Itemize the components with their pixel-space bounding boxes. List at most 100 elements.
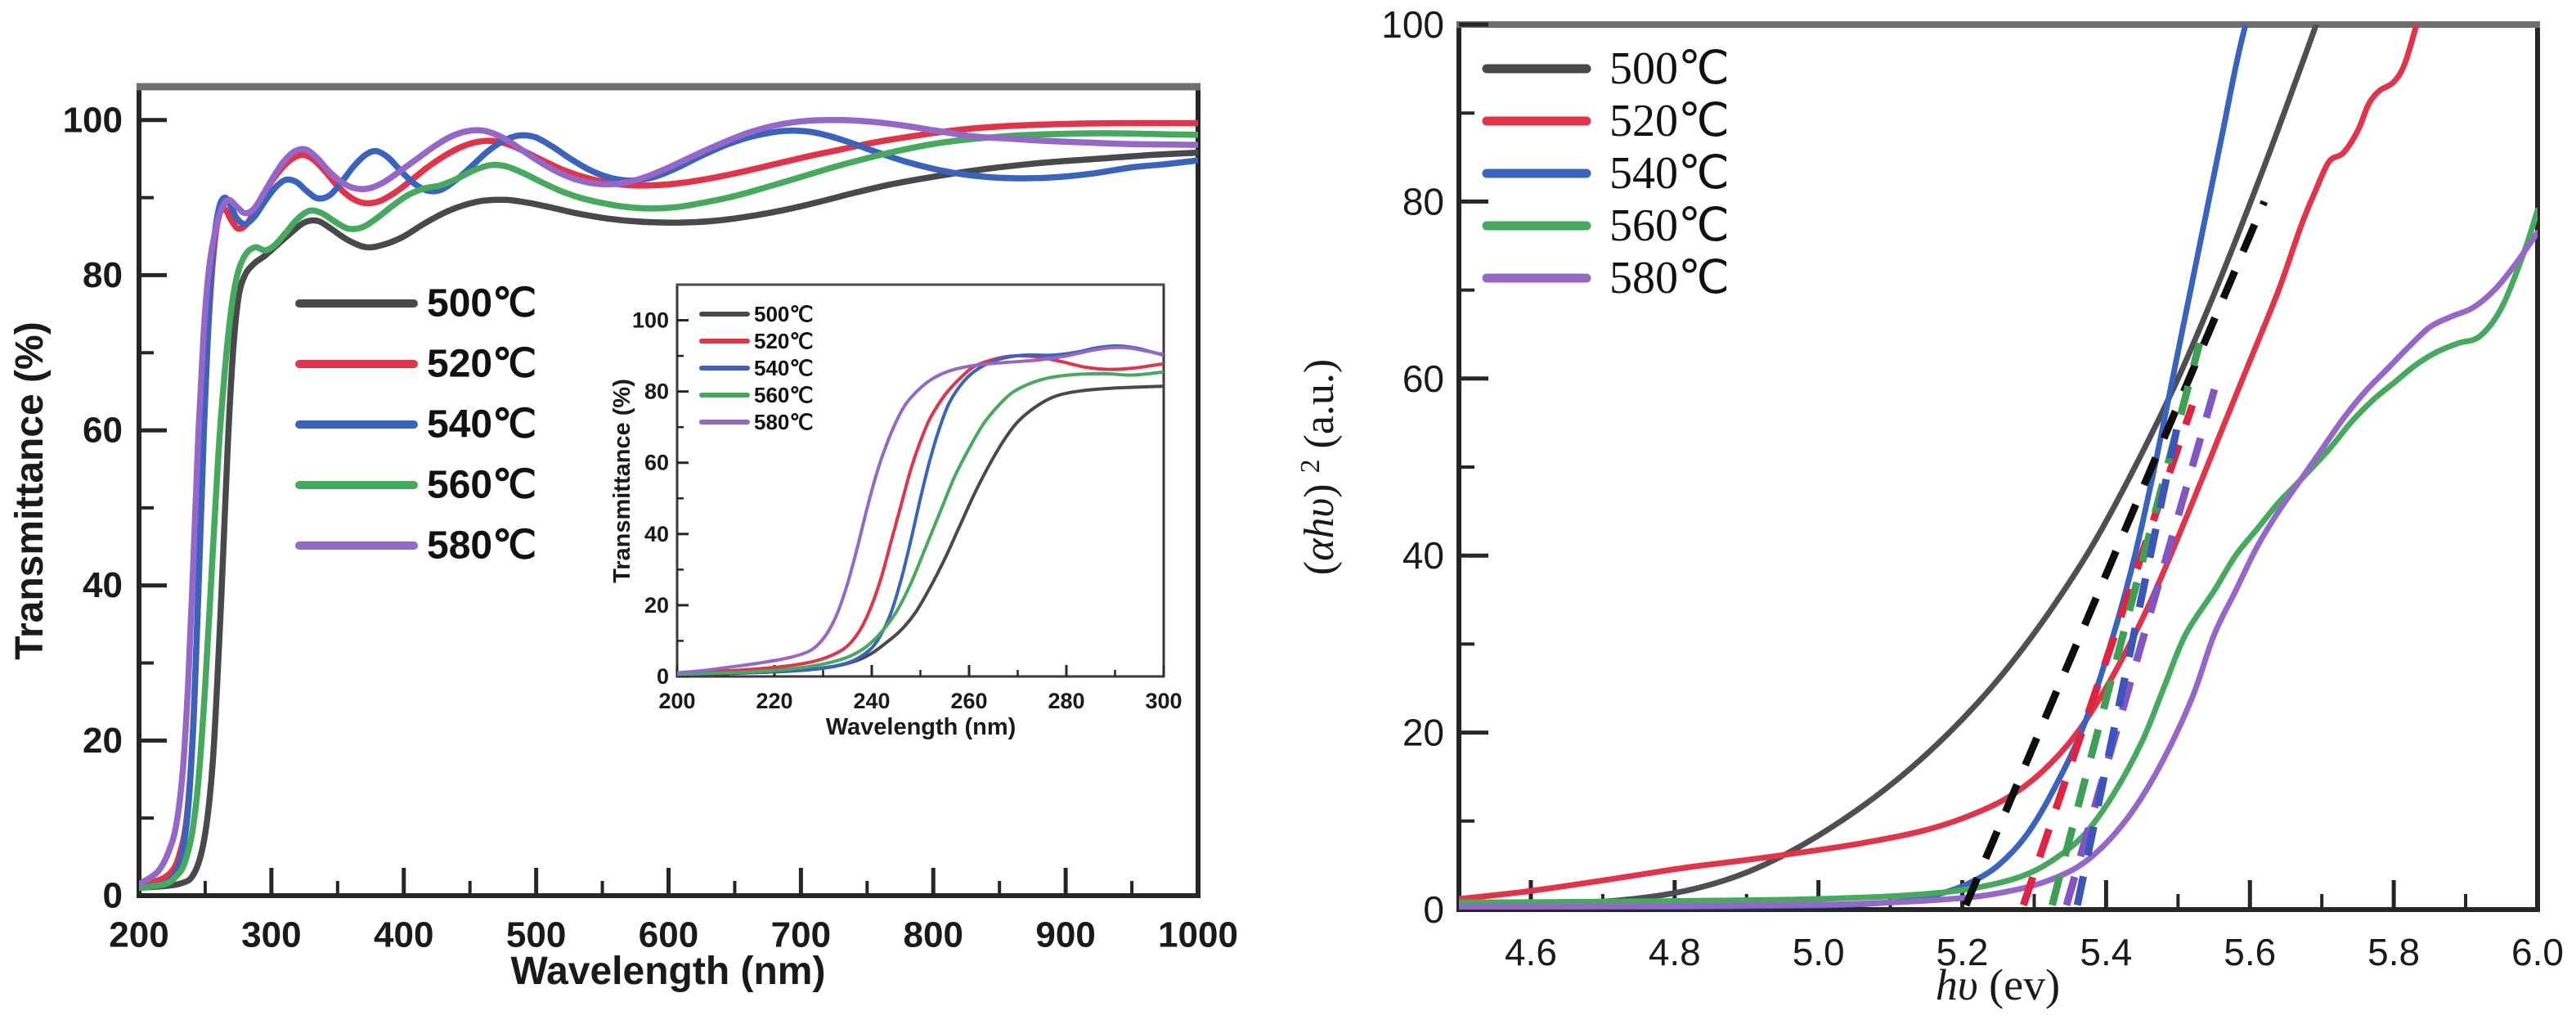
y-tick-label: 100 bbox=[63, 100, 123, 140]
curve-560C bbox=[677, 370, 1164, 676]
curve-580C bbox=[139, 116, 1198, 887]
curve-540C bbox=[1459, 25, 2249, 910]
y-tick-label: 60 bbox=[83, 411, 123, 451]
curve-500C bbox=[1459, 25, 2320, 910]
legend-item-580c: 580℃ bbox=[295, 524, 536, 568]
x-tick-label: 6.0 bbox=[2511, 931, 2564, 973]
y-tick-label: 40 bbox=[83, 565, 123, 605]
tangent-lines bbox=[1962, 200, 2268, 907]
legend-label: 540℃ bbox=[427, 403, 536, 447]
x-tick-label: 500 bbox=[506, 915, 566, 955]
legend-label: 560℃ bbox=[1609, 200, 1730, 251]
legend-item-560c: 560℃ bbox=[295, 464, 536, 507]
x-tick-label: 1000 bbox=[1158, 915, 1238, 955]
y-tick-label: 20 bbox=[83, 721, 123, 761]
y-tick-label: 40 bbox=[1402, 534, 1444, 577]
legend-label: 500℃ bbox=[754, 302, 814, 326]
legend-item-580c: 580℃ bbox=[699, 410, 814, 434]
legend-label: 500℃ bbox=[1609, 43, 1730, 94]
curve-560C bbox=[139, 130, 1198, 892]
y-tick-label: 40 bbox=[644, 522, 669, 546]
x-tick-label: 5.6 bbox=[2224, 931, 2276, 973]
tangent-540C bbox=[2073, 421, 2182, 906]
y-tick-label: 0 bbox=[103, 876, 123, 916]
legend-label: 580℃ bbox=[754, 410, 814, 434]
x-tick-label: 220 bbox=[756, 689, 792, 713]
tauc-plot-chart: 4.6 4.8 5.0 5.2 5.4 5.6 5.8 6.0 0 20 40 60 80 100 hυ (… bbox=[1295, 3, 2564, 1009]
x-tick-label: 5.2 bbox=[1936, 931, 1989, 973]
legend-label: 580℃ bbox=[1609, 253, 1730, 303]
x-tick-label: 600 bbox=[639, 915, 698, 955]
y-tick-label: 100 bbox=[1381, 3, 1444, 46]
curves bbox=[139, 116, 1198, 892]
x-tick-label: 700 bbox=[771, 915, 831, 955]
x-tick-label: 300 bbox=[1145, 689, 1182, 713]
transmittance-inset-chart: 200 220 240 260 280 300 0 20 40 60 80 100 Wavelength… bbox=[609, 275, 1190, 757]
y-axis-title: Transmittance (%) bbox=[609, 379, 635, 583]
curves bbox=[677, 344, 1164, 676]
legend-item-520c: 520℃ bbox=[1482, 96, 1730, 146]
curve-560C bbox=[1459, 207, 2538, 905]
legend-item-560c: 560℃ bbox=[1482, 200, 1730, 251]
x-tick-label: 200 bbox=[109, 915, 168, 955]
legend-item-560c: 560℃ bbox=[699, 383, 814, 407]
y-tick-label: 60 bbox=[644, 451, 669, 475]
y-tick-label: 20 bbox=[644, 593, 669, 618]
x-axis-title: Wavelength (nm) bbox=[826, 714, 1016, 740]
y-axis-title: Transmittance (%) bbox=[8, 321, 52, 659]
legend-item-500c: 500℃ bbox=[295, 282, 536, 326]
legend-label: 560℃ bbox=[427, 464, 536, 507]
y-tick-label: 20 bbox=[1402, 712, 1444, 754]
x-tick-label: 5.8 bbox=[2367, 931, 2420, 973]
curve-580C bbox=[677, 345, 1164, 675]
x-tick-label: 300 bbox=[241, 915, 301, 955]
legend-label: 520℃ bbox=[1609, 96, 1730, 146]
y-tick-label: 80 bbox=[644, 380, 669, 404]
x-tick-label: 4.8 bbox=[1649, 931, 1701, 973]
x-tick-label: 900 bbox=[1035, 915, 1095, 955]
tangent-500C bbox=[1962, 200, 2268, 907]
legend-item-540c: 540℃ bbox=[295, 403, 536, 447]
legend-item-540c: 540℃ bbox=[699, 356, 814, 380]
y-tick-label: 0 bbox=[657, 664, 669, 689]
curve-520C bbox=[1459, 25, 2420, 902]
legend-item-520c: 520℃ bbox=[699, 329, 814, 353]
axis-ticks bbox=[137, 118, 1200, 898]
legend: 500℃ 520℃ 540℃ 560℃ 580℃ bbox=[699, 302, 814, 434]
legend-label: 560℃ bbox=[754, 383, 814, 407]
x-tick-label: 4.6 bbox=[1505, 931, 1557, 973]
y-tick-label: 60 bbox=[1402, 357, 1444, 400]
legend-label: 500℃ bbox=[427, 282, 536, 326]
transmittance-chart: 200 300 400 500 600 700 800 900 1000020406080100… bbox=[8, 83, 1238, 993]
tangent-580C bbox=[2062, 377, 2222, 906]
x-tick-label: 240 bbox=[853, 689, 890, 713]
y-axis-title: (αhυ) 2 (a.u.) bbox=[1295, 359, 1343, 575]
x-tick-label: 5.4 bbox=[2080, 931, 2132, 973]
x-axis-title: hυ (ev) bbox=[1936, 960, 2060, 1009]
legend-item-520c: 520℃ bbox=[295, 343, 536, 386]
y-tick-label: 80 bbox=[83, 255, 123, 295]
legend-item-580c: 580℃ bbox=[1482, 253, 1730, 303]
curve-580C bbox=[1459, 229, 2538, 910]
legend-label: 520℃ bbox=[427, 343, 536, 386]
legend-item-500c: 500℃ bbox=[1482, 43, 1730, 94]
x-tick-label: 5.0 bbox=[1793, 931, 1845, 973]
x-tick-label: 800 bbox=[904, 915, 963, 955]
y-tick-label: 0 bbox=[1423, 888, 1444, 931]
legend-item-500c: 500℃ bbox=[699, 302, 814, 326]
curve-500C bbox=[139, 149, 1198, 892]
tangent-520C bbox=[2020, 403, 2197, 907]
x-tick-label: 280 bbox=[1048, 689, 1084, 713]
x-tick-label: 400 bbox=[374, 915, 433, 955]
legend: 500℃ 520℃ 540℃ 560℃ 580℃ bbox=[295, 282, 536, 568]
x-axis-title: Wavelength (nm) bbox=[511, 950, 826, 993]
legend-label: 540℃ bbox=[1609, 148, 1730, 199]
legend-label: 540℃ bbox=[754, 356, 814, 380]
legend-label: 520℃ bbox=[754, 329, 814, 353]
legend-item-540c: 540℃ bbox=[1482, 148, 1730, 199]
y-tick-label: 80 bbox=[1402, 180, 1444, 222]
legend-label: 580℃ bbox=[427, 524, 536, 568]
